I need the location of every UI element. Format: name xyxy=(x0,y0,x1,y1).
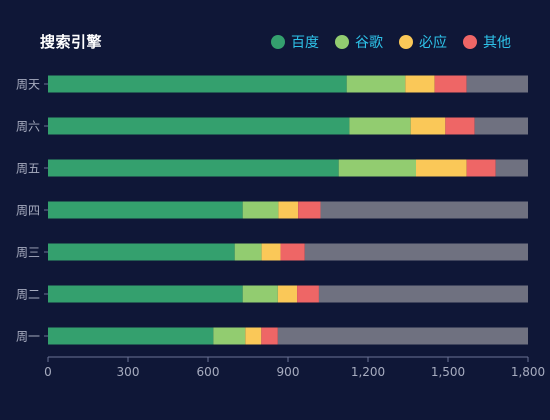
bar-segment[interactable] xyxy=(297,285,319,303)
y-tick-label: 周一 xyxy=(16,330,40,344)
bar-segment[interactable] xyxy=(304,243,528,261)
legend-item[interactable]: 谷歌 xyxy=(335,32,383,52)
x-tick-label: 300 xyxy=(117,365,140,379)
bar-segment[interactable] xyxy=(495,159,528,177)
x-tick-label: 1,500 xyxy=(431,365,465,379)
x-tick-label: 900 xyxy=(277,365,300,379)
bar-segment[interactable] xyxy=(318,285,528,303)
bar-segment[interactable] xyxy=(434,75,467,93)
bar-segment[interactable] xyxy=(234,243,262,261)
legend-label: 百度 xyxy=(291,35,319,51)
bar-segment[interactable] xyxy=(245,327,262,345)
bar-segment[interactable] xyxy=(278,201,299,219)
y-tick-label: 周三 xyxy=(16,246,40,260)
y-tick-label: 周二 xyxy=(16,288,40,302)
bar-segment[interactable] xyxy=(280,243,305,261)
bar-segment[interactable] xyxy=(346,75,406,93)
bar-segment[interactable] xyxy=(277,285,298,303)
bar-segment[interactable] xyxy=(410,117,446,135)
bar-segment[interactable] xyxy=(213,327,246,345)
bar-segment[interactable] xyxy=(48,117,350,135)
bar-segment[interactable] xyxy=(338,159,416,177)
legend-marker xyxy=(463,35,477,49)
chart-title: 搜索引擎 xyxy=(40,33,103,51)
legend: 百度 谷歌 必应 其他 xyxy=(255,32,511,52)
bar-segment[interactable] xyxy=(445,117,475,135)
legend-marker xyxy=(399,35,413,49)
bar-segment[interactable] xyxy=(416,159,467,177)
bar-segment[interactable] xyxy=(48,201,243,219)
bar-segment[interactable] xyxy=(48,75,347,93)
y-tick-label: 周五 xyxy=(16,162,40,176)
bar-segment[interactable] xyxy=(261,327,278,345)
bar-segment[interactable] xyxy=(242,201,279,219)
bar-segment[interactable] xyxy=(466,159,496,177)
bar-segment[interactable] xyxy=(277,327,528,345)
bar-segment[interactable] xyxy=(48,285,243,303)
bar-segment[interactable] xyxy=(320,201,528,219)
bar-segment[interactable] xyxy=(349,117,411,135)
x-tick-label: 0 xyxy=(44,365,52,379)
legend-label: 其他 xyxy=(483,35,511,51)
x-tick-label: 1,800 xyxy=(511,365,545,379)
legend-label: 谷歌 xyxy=(355,35,383,51)
y-tick-label: 周天 xyxy=(16,78,40,92)
bar-segment[interactable] xyxy=(474,117,528,135)
x-tick-label: 1,200 xyxy=(351,365,385,379)
y-tick-label: 周四 xyxy=(16,204,40,218)
legend-item[interactable]: 必应 xyxy=(399,32,447,52)
x-tick-label: 600 xyxy=(197,365,220,379)
bar-segment[interactable] xyxy=(298,201,321,219)
bar-segment[interactable] xyxy=(466,75,528,93)
bar-segment[interactable] xyxy=(48,159,339,177)
bar-segment[interactable] xyxy=(405,75,435,93)
legend-marker xyxy=(271,35,285,49)
bar-segment[interactable] xyxy=(242,285,278,303)
legend-item[interactable]: 其他 xyxy=(463,32,511,52)
y-tick-label: 周六 xyxy=(16,120,40,134)
bar-segment[interactable] xyxy=(48,327,214,345)
legend-marker xyxy=(335,35,349,49)
bar-segment[interactable] xyxy=(261,243,281,261)
legend-label: 必应 xyxy=(419,35,447,51)
bar-segment[interactable] xyxy=(48,243,235,261)
legend-item[interactable]: 百度 xyxy=(271,32,319,52)
